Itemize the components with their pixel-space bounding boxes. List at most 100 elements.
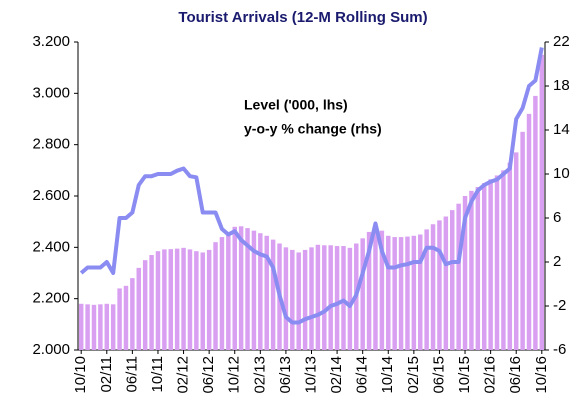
bar <box>373 226 378 350</box>
x-tick-label: 10/13 <box>302 356 319 394</box>
bar <box>501 170 506 350</box>
bar <box>91 304 97 350</box>
x-tick-label: 10/16 <box>533 356 550 394</box>
bar <box>168 249 173 350</box>
bar <box>456 203 461 350</box>
bar <box>213 242 218 350</box>
bar <box>437 220 442 350</box>
y-tick-label: 2.400 <box>32 238 70 255</box>
y-tick-label: 3.200 <box>32 33 70 50</box>
bar <box>98 304 103 350</box>
bar <box>149 255 154 350</box>
chart-title: Tourist Arrivals (12-M Rolling Sum) <box>178 9 427 26</box>
bar <box>469 190 474 350</box>
bar <box>290 249 295 350</box>
y2-tick-label: 18 <box>553 77 570 94</box>
y2-tick-label: -2 <box>553 297 566 314</box>
bar <box>251 230 257 350</box>
bar <box>513 152 519 350</box>
bar <box>162 249 167 350</box>
bar <box>264 235 269 350</box>
y2-tick-label: 2 <box>553 253 561 270</box>
x-tick-label: 06/12 <box>200 356 217 394</box>
bar <box>533 95 538 351</box>
bar <box>130 278 135 350</box>
bar <box>450 210 455 350</box>
bar <box>296 252 301 350</box>
y-tick-label: 2.000 <box>32 341 70 358</box>
bar <box>507 162 513 350</box>
bar <box>475 187 481 350</box>
x-tick-label: 02/11 <box>98 356 115 392</box>
bar <box>398 237 404 350</box>
x-tick-label: 10/15 <box>456 356 473 394</box>
y-tick-label: 2.200 <box>32 290 70 307</box>
bar <box>226 231 231 350</box>
bar <box>245 228 250 350</box>
bar <box>85 304 90 350</box>
bar <box>520 131 525 350</box>
bar <box>418 234 423 350</box>
bar <box>481 183 487 350</box>
x-tick-label: 06/16 <box>507 356 524 394</box>
x-tick-label: 02/16 <box>482 356 499 394</box>
bar <box>539 54 545 350</box>
bar <box>494 175 500 350</box>
bar <box>424 229 429 350</box>
x-tick-label: 10/12 <box>226 356 243 394</box>
bar <box>526 113 532 350</box>
bar <box>136 267 142 350</box>
bar <box>488 179 493 350</box>
x-tick-label: 10/11 <box>149 356 166 392</box>
bar <box>206 249 212 350</box>
x-tick-label: 06/14 <box>354 356 371 394</box>
bar <box>411 235 417 350</box>
bar <box>322 245 327 350</box>
x-tick-label: 02/13 <box>251 356 268 394</box>
y2-tick-label: -6 <box>553 341 566 358</box>
bar <box>155 251 161 350</box>
x-tick-label: 06/11 <box>123 356 140 392</box>
bar <box>392 237 397 350</box>
y-tick-label: 3.000 <box>32 84 70 101</box>
y2-tick-label: 10 <box>553 165 570 182</box>
bar <box>194 251 199 350</box>
y-tick-label: 2.800 <box>32 136 70 153</box>
x-tick-label: 02/14 <box>328 356 345 394</box>
x-tick-label: 02/15 <box>405 356 422 394</box>
y2-tick-label: 14 <box>553 121 570 138</box>
bar <box>366 231 372 350</box>
bar <box>386 235 391 350</box>
x-tick-label: 10/14 <box>379 356 396 394</box>
y2-tick-label: 6 <box>553 209 561 226</box>
bar <box>200 252 205 350</box>
x-tick-label: 10/10 <box>72 356 89 394</box>
bar <box>302 249 308 350</box>
legend-label: Level ('000, lhs) <box>244 97 348 113</box>
bar <box>181 247 186 350</box>
bar <box>347 247 353 350</box>
bar <box>270 239 276 350</box>
bar <box>405 236 410 350</box>
bar <box>78 303 84 350</box>
bar <box>104 303 110 350</box>
bar <box>379 230 385 350</box>
bar <box>232 226 237 350</box>
bar <box>123 285 129 350</box>
bar <box>258 233 263 350</box>
bar <box>187 249 193 350</box>
bar <box>309 247 314 350</box>
bar <box>462 196 468 350</box>
line <box>79 47 544 325</box>
bar <box>360 238 365 350</box>
bar <box>174 248 180 350</box>
bar <box>117 288 122 350</box>
x-tick-label: 06/15 <box>430 356 447 394</box>
x-tick-label: 02/12 <box>175 356 192 394</box>
bar <box>315 244 321 350</box>
legend-label: y-o-y % change (rhs) <box>244 121 382 137</box>
bar <box>443 216 449 350</box>
bar <box>430 224 436 350</box>
bar <box>142 260 148 350</box>
